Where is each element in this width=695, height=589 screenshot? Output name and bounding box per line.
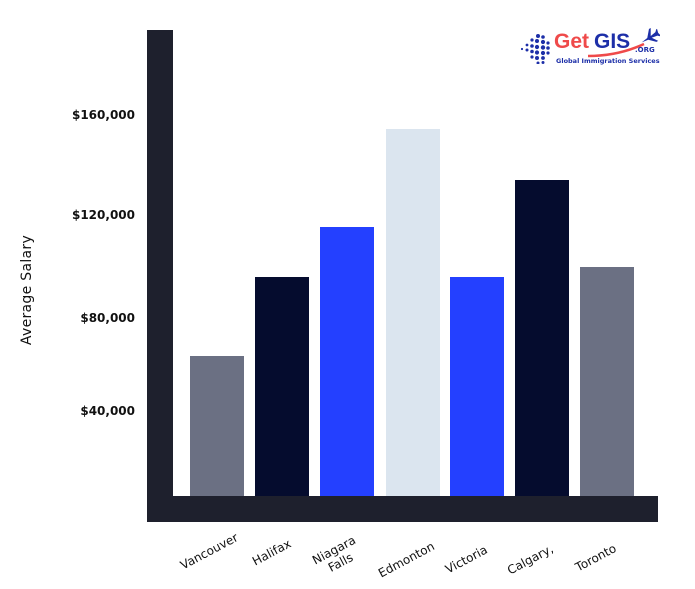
x-label-toronto: Toronto — [573, 541, 619, 575]
bar-niagara-falls — [320, 227, 374, 496]
bar-victoria — [450, 276, 504, 496]
y-axis-label: Average Salary — [19, 234, 35, 346]
bar-toronto — [580, 266, 634, 496]
logo-org-text: .ORG — [635, 46, 655, 54]
x-axis-line — [147, 496, 658, 522]
x-label-edmonton: Edmonton — [376, 539, 437, 581]
logo-gis-text: GIS — [594, 30, 631, 53]
bar-calgary — [515, 180, 569, 496]
globe-icon — [520, 34, 550, 64]
logo-get-text: Get — [554, 30, 590, 53]
bar-halifax — [255, 276, 309, 496]
swoosh-icon — [588, 42, 645, 58]
y-tick-160000: $160,000 — [71, 108, 135, 122]
y-tick-120000: $120,000 — [71, 208, 135, 222]
x-label-vancouver: Vancouver — [178, 530, 241, 573]
y-tick-80000: $80,000 — [80, 311, 135, 325]
logo-tagline: Global Immigration Services — [556, 57, 660, 65]
bar-vancouver — [190, 355, 244, 496]
x-label-victoria: Victoria — [443, 542, 490, 577]
x-label-niagara-falls: Niagara Falls — [310, 532, 359, 575]
y-axis-line — [147, 30, 173, 522]
x-label-halifax: Halifax — [250, 536, 294, 569]
bar-edmonton — [386, 128, 440, 496]
airplane-icon — [641, 28, 660, 43]
x-label-calgary: Calgary, — [505, 541, 556, 578]
y-tick-40000: $40,000 — [80, 404, 135, 418]
getgis-logo: Get GIS .ORG Global Immigration Services — [518, 28, 668, 70]
